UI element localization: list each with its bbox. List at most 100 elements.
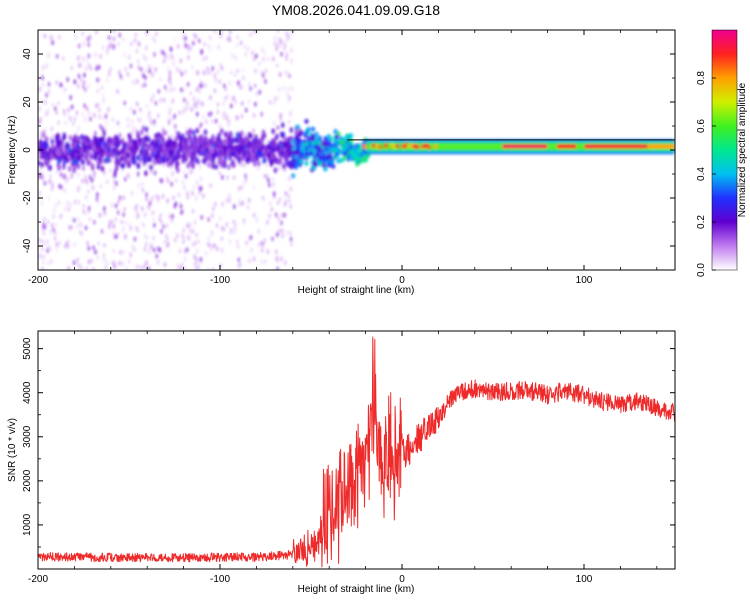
spectrogram-cell (295, 160, 300, 166)
spectrogram-cell (67, 114, 71, 120)
spectrogram-cell (118, 32, 122, 38)
spectrogram-cell (277, 216, 280, 222)
colorbar-tick-label: 0.6 (696, 119, 707, 133)
spectrogram-cell (267, 56, 270, 62)
spectrogram-cell (117, 41, 121, 47)
spectrogram-cell (55, 247, 59, 253)
spectrogram-cell (118, 132, 122, 138)
spectrogram-cell (160, 178, 164, 184)
spectrogram-cell (343, 151, 348, 157)
spectrogram-cell (203, 129, 208, 136)
spectrogram-cell (159, 147, 163, 154)
spectrogram-cell (168, 111, 172, 117)
spectrogram-cell (200, 83, 204, 89)
spectrogram-cell (59, 213, 63, 219)
spectrogram-cell (52, 207, 56, 213)
spectrogram-cell (208, 35, 212, 41)
spectrogram-cell (206, 66, 210, 72)
spectrogram-cell (148, 68, 152, 74)
spectrogram-cell (264, 78, 267, 85)
spectrogram-cell (149, 145, 153, 152)
colorbar-tick-label: 0.4 (696, 167, 707, 181)
spectrogram-cell (312, 148, 317, 154)
spectrogram-cell (228, 239, 232, 245)
colorbar-label: Normalized spectral amplitude (737, 82, 748, 217)
spectrogram-cell (102, 206, 106, 212)
spectrogram-cell (184, 156, 188, 163)
spectrogram-cell (228, 80, 232, 86)
spectrogram-cell (82, 79, 86, 86)
spectrogram-cell (112, 224, 116, 230)
spectrogram-cell (278, 158, 282, 165)
spectrogram-cell (228, 147, 232, 154)
spectrogram-cell (95, 103, 98, 109)
spectrogram-cell (223, 148, 227, 154)
spectrogram-cell (173, 36, 176, 42)
spectrogram-cell (94, 249, 97, 255)
spectrogram-cell (159, 133, 164, 140)
spectrogram-cell (75, 135, 80, 142)
spectrogram-cell (271, 145, 276, 152)
spectrogram-cell (80, 231, 84, 237)
spectrogram-cell (276, 30, 280, 34)
spectrogram-cell (211, 267, 215, 270)
spectrogram-cell (173, 113, 177, 119)
spectrogram-cell (89, 153, 94, 160)
spectrogram-cell (213, 88, 217, 94)
spectrogram-cell (85, 106, 89, 112)
spectrogram-cell (124, 220, 128, 226)
spectrogram-cell (87, 53, 91, 59)
spectrogram-cell (94, 152, 98, 158)
spectrogram-cell (225, 221, 229, 228)
spectrogram-cell (243, 179, 247, 185)
spectrogram-cell (279, 112, 283, 118)
spectrogram-cell (125, 151, 130, 158)
spectrogram-cell (205, 147, 209, 154)
spectrogram-cell (233, 144, 237, 151)
spectrogram-cell (244, 51, 248, 57)
spectrogram-cell (254, 134, 258, 141)
spectrogram-cell (245, 157, 250, 164)
spectrogram-cell (185, 247, 189, 253)
spectrogram-cell (203, 41, 206, 47)
snr-panel: -200 -100 0 100 1000 2000 3000 4000 5000 Height… (7, 330, 676, 595)
spectrogram-cell (42, 254, 46, 260)
spectrogram-cell (81, 159, 85, 166)
spectrogram-cell (283, 136, 288, 143)
spectrogram-cell (178, 110, 182, 116)
spectrogram-cell (252, 128, 255, 134)
spectrogram-cell (281, 233, 284, 239)
spectrogram-cell (88, 216, 92, 222)
spectrogram-cell (41, 132, 46, 139)
spectrogram-cell (67, 265, 70, 270)
spectrogram-cell (94, 136, 98, 142)
spectrogram-tone-peak (502, 144, 548, 149)
spectrogram-cell (210, 230, 214, 236)
spectrogram-cell (199, 185, 203, 191)
spectrogram-cell (129, 41, 133, 47)
spectrogram-cell (89, 65, 93, 71)
spectrogram-cell (216, 101, 220, 107)
spectrogram-cell (92, 175, 96, 181)
spectrogram-cell (194, 265, 198, 270)
colorbar-tick-label: 0.8 (696, 71, 707, 85)
spectrogram-cell (187, 55, 190, 61)
spectrogram-cell (252, 112, 256, 118)
spectrogram-cell (237, 186, 241, 192)
spectrogram-cell (91, 145, 96, 152)
spectrogram-cell (308, 150, 314, 156)
spectrogram-cell (162, 97, 166, 103)
spectrogram-cell (93, 130, 97, 136)
spectrogram-cell (142, 125, 145, 131)
spectrogram-cell (50, 126, 54, 132)
spectrogram-cell (182, 227, 186, 233)
spectrogram-cell (222, 115, 226, 121)
spectrogram-cell (339, 140, 344, 147)
spectrogram-cell (67, 206, 71, 212)
spectrogram-cell (158, 247, 162, 253)
spectrogram-cell (64, 120, 68, 126)
spectrogram-cell (251, 50, 255, 56)
spectrogram-cell (159, 212, 163, 218)
spectrogram-cell (284, 190, 288, 196)
spectrogram-cell (97, 102, 100, 108)
